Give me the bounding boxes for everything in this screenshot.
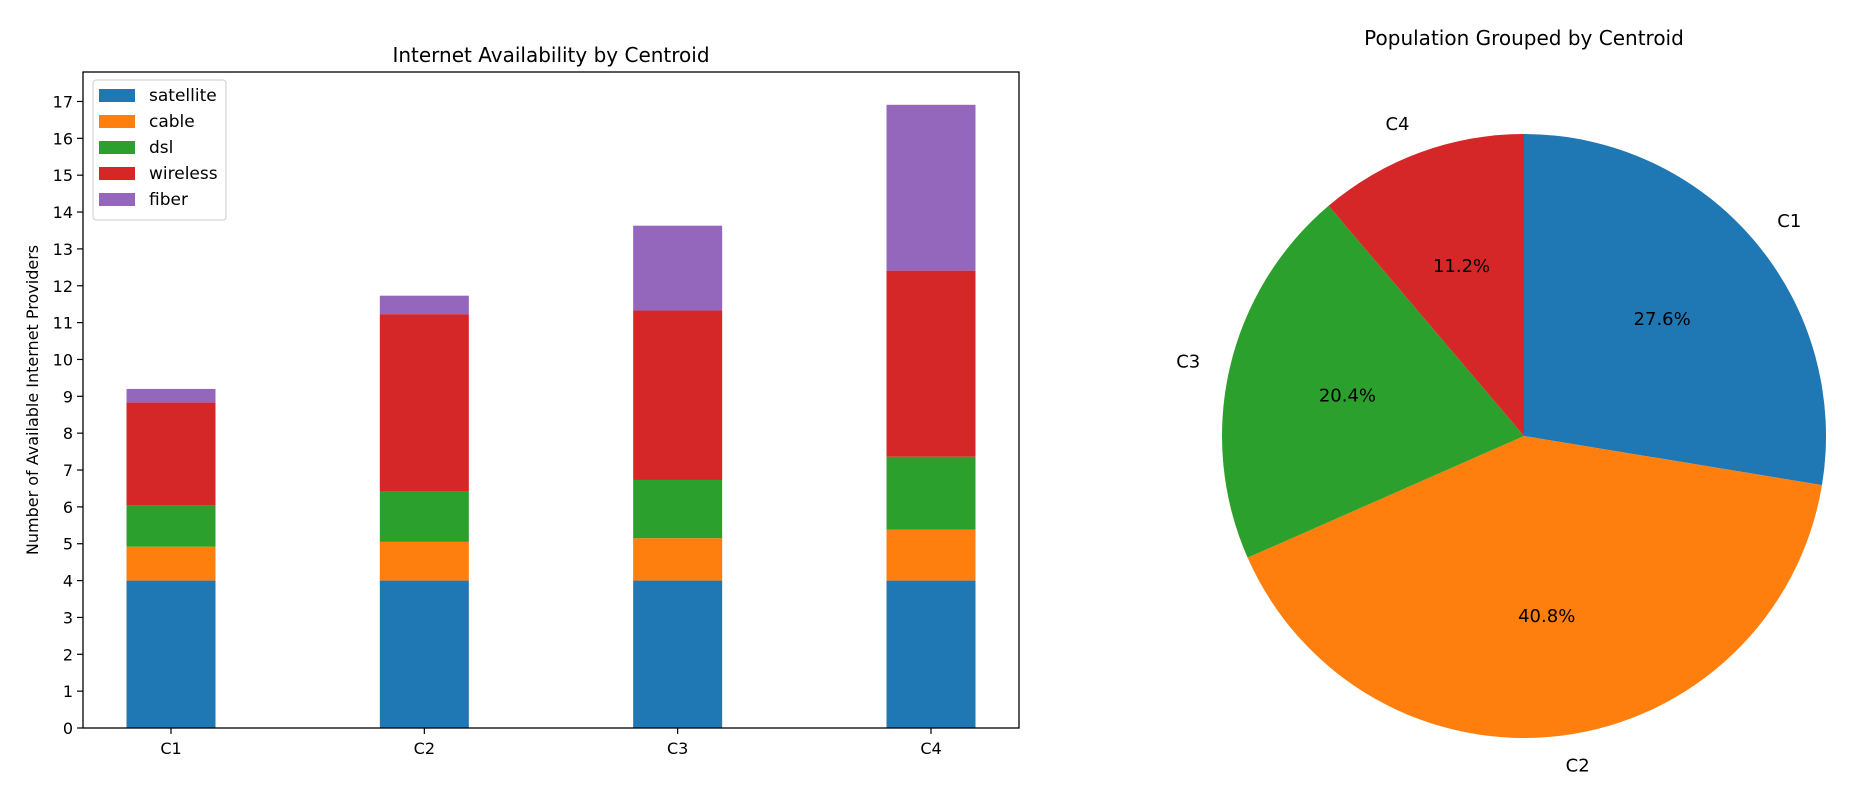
bar-dsl-C1 (126, 505, 216, 547)
y-tick-label: 6 (63, 498, 73, 517)
bar-wireless-C2 (379, 314, 469, 492)
bar-chart-title: Internet Availability by Centroid (392, 43, 709, 67)
bar-fiber-C2 (379, 295, 469, 315)
bar-satellite-C3 (633, 580, 723, 728)
plot-frame (82, 71, 1020, 729)
bar-cable-C4 (886, 529, 976, 581)
bar-satellite-C4 (886, 580, 976, 728)
pie-percent-C2: 40.8% (1518, 606, 1575, 627)
y-tick-label: 11 (53, 314, 73, 333)
legend-label-dsl: dsl (149, 138, 173, 158)
y-tick-label: 14 (53, 203, 73, 222)
bar-satellite-C2 (379, 580, 469, 728)
y-axis-label: Number of Available Internet Providers (23, 245, 42, 555)
legend-label-wireless: wireless (149, 164, 218, 184)
stacked-bar-chart: Internet Availability by Centroid Number… (23, 43, 1020, 758)
bar-fiber-C4 (886, 104, 976, 271)
pie-slice-C2 (1247, 436, 1822, 738)
y-tick-label: 3 (63, 608, 73, 627)
y-tick-label: 10 (53, 350, 73, 369)
legend-swatch-dsl (99, 141, 135, 154)
bar-dsl-C4 (886, 456, 976, 530)
bar-wireless-C3 (633, 310, 723, 480)
legend: satellite cable dsl wireless fiber (92, 79, 227, 221)
bar-cable-C1 (126, 546, 216, 581)
y-tick-label: 15 (53, 166, 73, 185)
pie-chart: Population Grouped by Centroid C1 27.6% C2… (1176, 26, 1827, 777)
y-tick-label: 1 (63, 682, 73, 701)
pie-label-C3: C3 (1176, 352, 1200, 373)
bar-fiber-C1 (126, 388, 216, 403)
legend-swatch-wireless (99, 167, 135, 180)
pie-percent-C1: 27.6% (1634, 309, 1691, 330)
bar-dsl-C2 (379, 491, 469, 542)
y-tick-label: 2 (63, 645, 73, 664)
pie-slice-C4 (1328, 134, 1524, 436)
y-tick-label: 0 (63, 719, 73, 738)
bar-wireless-C1 (126, 402, 216, 506)
x-tick-label-C1: C1 (160, 739, 181, 758)
bar-marks (126, 104, 976, 728)
legend-label-cable: cable (149, 112, 195, 132)
y-tick-label: 7 (63, 461, 73, 480)
bar-wireless-C4 (886, 270, 976, 457)
pie-label-C4: C4 (1385, 114, 1409, 135)
pie-slice-C3 (1222, 205, 1524, 558)
legend-label-fiber: fiber (149, 190, 188, 210)
y-tick-label: 16 (53, 129, 73, 148)
pie-percent-C4: 11.2% (1433, 256, 1490, 277)
y-tick-label: 8 (63, 424, 73, 443)
bar-dsl-C3 (633, 479, 723, 539)
bar-cable-C3 (633, 538, 723, 581)
pie-chart-title: Population Grouped by Centroid (1364, 26, 1684, 50)
legend-swatch-satellite (99, 89, 135, 102)
pie-label-C1: C1 (1777, 211, 1801, 232)
bar-satellite-C1 (126, 580, 216, 728)
pie-percent-C3: 20.4% (1319, 385, 1376, 406)
legend-label-satellite: satellite (149, 86, 217, 106)
legend-swatch-cable (99, 115, 135, 128)
y-tick-label: 5 (63, 535, 73, 554)
x-tick-label-C2: C2 (414, 739, 435, 758)
x-tick-label-C4: C4 (920, 739, 941, 758)
bar-fiber-C3 (633, 225, 723, 311)
legend-swatch-fiber (99, 193, 135, 206)
pie-label-C2: C2 (1566, 756, 1590, 777)
y-tick-label: 12 (53, 277, 73, 296)
y-tick-label: 4 (63, 572, 73, 591)
pie-slice-C1 (1524, 134, 1827, 486)
bar-cable-C2 (379, 541, 469, 581)
pie-slices: C1 27.6% C2 40.8% C3 20.4% C4 11.2% (1176, 114, 1827, 777)
y-tick-label: 13 (53, 240, 73, 259)
y-tick-label: 9 (63, 387, 73, 406)
y-tick-label: 17 (53, 92, 73, 111)
x-tick-label-C3: C3 (667, 739, 688, 758)
